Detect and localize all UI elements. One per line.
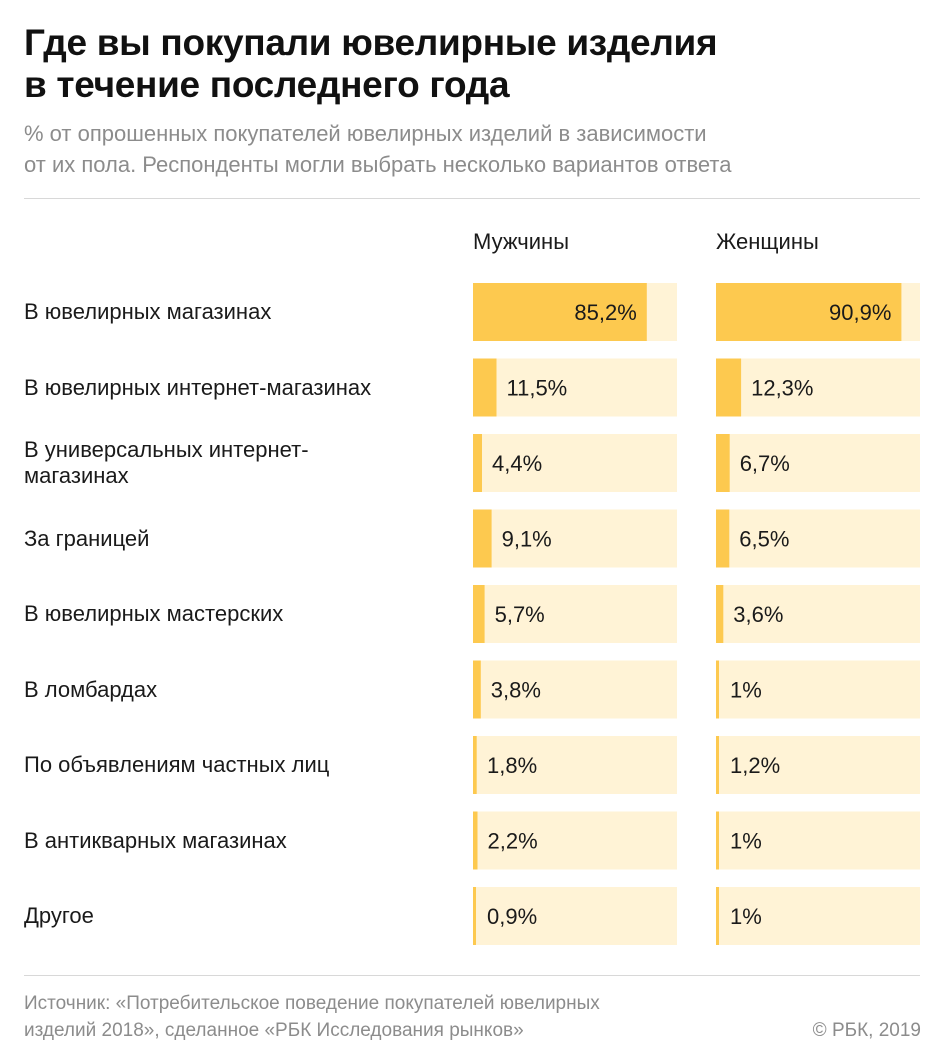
bar-track (473, 434, 677, 492)
bar-track (716, 434, 920, 492)
data-label: 2,2% (488, 829, 538, 854)
copyright: © РБК, 2019 (812, 1020, 921, 1041)
bar-track (473, 736, 677, 794)
data-label: 4,4% (492, 451, 542, 476)
bar-track (716, 660, 920, 719)
category-label: В ювелирных магазинах (24, 299, 272, 324)
column-header-women: Женщины (716, 229, 819, 254)
source-note: Источник: «Потребительское поведение пок… (24, 993, 600, 1041)
bar-men (473, 660, 481, 719)
data-label: 1% (730, 904, 762, 929)
data-label: 1% (730, 829, 762, 854)
data-label: 90,9% (829, 300, 891, 325)
data-label: 3,8% (491, 678, 541, 703)
bar-track (473, 585, 677, 643)
column-header-men: Мужчины (473, 229, 570, 254)
bar-women (716, 358, 742, 417)
bar-track (716, 509, 920, 568)
data-label: 1,2% (730, 753, 780, 778)
bar-women (716, 434, 730, 492)
bar-track (716, 585, 920, 643)
bar-track (473, 509, 677, 568)
bar-women (716, 585, 724, 643)
bar-men (473, 358, 497, 417)
data-label: 11,5% (507, 376, 568, 401)
bar-men (473, 811, 478, 870)
category-label: Другое (24, 903, 94, 928)
category-label: По объявлениям частных лиц (24, 752, 330, 777)
bar-track (473, 358, 677, 417)
data-label: 3,6% (733, 602, 783, 627)
category-label: В универсальных интернет- магазинах (24, 437, 309, 488)
bar-women (716, 283, 902, 341)
bar-men (473, 736, 477, 794)
bar-track (716, 736, 920, 794)
bar-track (473, 811, 677, 870)
data-label: 6,7% (740, 451, 790, 476)
data-label: 0,9% (487, 904, 537, 929)
bar-women (716, 887, 719, 945)
data-label: 5,7% (495, 602, 545, 627)
data-label: 1,8% (487, 753, 537, 778)
data-label: 9,1% (502, 527, 552, 552)
data-label: 85,2% (574, 300, 636, 325)
bottom-divider (24, 975, 920, 976)
bar-track (716, 358, 920, 417)
bar-track (473, 660, 677, 719)
bar-men (473, 585, 485, 643)
data-label: 1% (730, 678, 762, 703)
category-label: В ломбардах (24, 676, 158, 702)
category-label: В антикварных магазинах (24, 827, 287, 853)
bar-track (716, 811, 920, 870)
chart-subtitle: % от опрошенных покупателей ювелирных из… (24, 121, 732, 177)
bar-women (716, 811, 719, 870)
bar-men (473, 283, 647, 341)
top-divider (24, 198, 920, 199)
category-label: В ювелирных мастерских (24, 601, 284, 626)
bar-women (716, 736, 719, 794)
bar-women (716, 509, 730, 568)
category-label: В ювелирных интернет-магазинах (24, 374, 372, 400)
data-label: 12,3% (751, 376, 813, 401)
chart-title: Где вы покупали ювелирные изделия в тече… (24, 22, 718, 105)
bar-men (473, 434, 482, 492)
bar-track (473, 887, 677, 945)
category-label: За границей (24, 525, 150, 551)
bar-women (716, 660, 719, 719)
bar-men (473, 887, 476, 945)
data-label: 6,5% (739, 527, 789, 552)
bar-men (473, 509, 492, 568)
bar-track (716, 887, 920, 945)
